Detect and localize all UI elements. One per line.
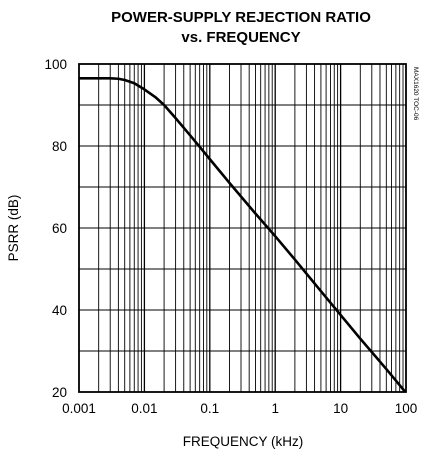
- x-tick-label: 1: [271, 401, 279, 416]
- watermark-text: MAX1620 TOC-06: [412, 67, 419, 121]
- x-axis-label: FREQUENCY (kHz): [183, 434, 304, 449]
- x-tick-label: 100: [395, 401, 418, 416]
- y-tick-label: 80: [52, 139, 67, 154]
- x-tick-label: 0.001: [62, 401, 96, 416]
- x-tick-label: 0.1: [200, 401, 219, 416]
- x-tick-label: 0.01: [131, 401, 157, 416]
- y-tick-label: 40: [52, 303, 67, 318]
- chart-subtitle: vs. FREQUENCY: [181, 29, 300, 46]
- y-axis-label: PSRR (dB): [6, 195, 21, 262]
- y-tick-label: 60: [52, 221, 67, 236]
- plot-frame: [78, 63, 407, 393]
- x-tick-label: 10: [333, 401, 348, 416]
- chart-title: POWER-SUPPLY REJECTION RATIO: [111, 9, 371, 26]
- tick-labels: 0.001 0.01 0.1 1 10 100 20 40 60 80 100: [44, 57, 417, 416]
- psrr-series-line: [79, 77, 406, 392]
- y-tick-label: 100: [44, 57, 67, 72]
- grid: [79, 64, 406, 392]
- y-tick-label: 20: [52, 385, 67, 400]
